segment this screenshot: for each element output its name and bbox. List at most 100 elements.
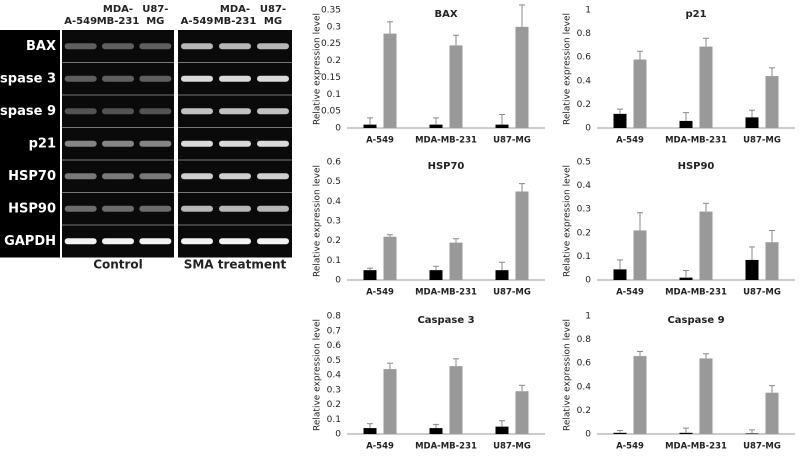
gel-band (139, 140, 172, 147)
bar (633, 356, 647, 434)
bar (765, 76, 779, 128)
chart: Relative expression level 0 0.2 0.4 0.6 0.8 1 p… (563, 6, 795, 146)
x-tick-label: MDA-MB-231 (665, 442, 727, 452)
bar (429, 124, 443, 128)
gel-band (219, 75, 251, 82)
error-bar (499, 261, 505, 271)
gel-row-label: Caspase 3 (0, 71, 56, 86)
chart: Relative expression level 0 0.1 0.2 0.3 0.4 0.… (563, 158, 795, 298)
bar (633, 230, 647, 280)
bar (633, 59, 647, 129)
gel-band (257, 205, 289, 212)
gel-lane-header: MDA- (220, 4, 250, 15)
y-tick-label: 0.6 (577, 359, 592, 369)
y-tick-label: 0.6 (327, 341, 342, 351)
gel-group-label: Control (93, 258, 143, 272)
x-tick-label: U87-MG (493, 136, 531, 146)
x-tick-label: MDA-MB-231 (665, 288, 727, 298)
gel-lane-header: MB-231 (97, 16, 140, 27)
bar (745, 259, 759, 280)
x-tick-label: U87-MG (743, 442, 781, 452)
bar (699, 211, 713, 280)
bar (383, 369, 397, 434)
gel-lane-header: U87- (142, 4, 168, 15)
x-tick-label: U87-MG (743, 136, 781, 146)
bar (679, 432, 693, 434)
gel-band (257, 140, 289, 147)
gel-band (219, 238, 251, 245)
y-tick-label: 0.35 (321, 6, 341, 16)
error-bar (499, 420, 505, 427)
error-bar (519, 183, 525, 192)
x-tick-label: MDA-MB-231 (415, 288, 477, 298)
y-tick-label: 0.1 (327, 256, 341, 266)
y-axis-label: Relative expression level (313, 165, 323, 277)
bar (363, 124, 377, 128)
error-bar (703, 37, 709, 47)
bar (679, 277, 693, 280)
bar (515, 191, 529, 280)
gel-lane-header: U87- (260, 4, 286, 15)
error-bar (387, 21, 393, 34)
bar (679, 120, 693, 128)
y-tick-label: 0.8 (577, 29, 592, 39)
gel-band (64, 205, 97, 212)
y-tick-label: 0.7 (327, 326, 341, 336)
y-axis-label: Relative expression level (563, 319, 573, 431)
gel-band (139, 75, 172, 82)
gel-band (139, 43, 172, 50)
gel-band (64, 238, 97, 245)
y-tick-label: 0 (585, 124, 591, 134)
gel-row-label: Caspase 9 (0, 104, 56, 119)
y-tick-label: 0 (335, 276, 341, 286)
y-axis-label: Relative expression level (563, 165, 573, 277)
gel-band (64, 43, 97, 50)
gel-row-label: GAPDH (4, 234, 56, 249)
y-tick-label: 0.3 (327, 385, 341, 395)
error-bar (637, 50, 643, 60)
gel-band (102, 75, 134, 82)
error-bar (637, 350, 643, 357)
error-bar (617, 108, 623, 114)
error-bar (387, 362, 393, 370)
gel-row-label: p21 (29, 136, 56, 151)
gel-band (102, 238, 134, 245)
gel-band (139, 173, 172, 180)
gel-band (102, 205, 134, 212)
bar (429, 428, 443, 434)
chart: Relative expression level 0 0.1 0.2 0.3 0.4 0.… (313, 312, 545, 452)
error-bar (519, 384, 525, 392)
y-tick-label: 0.15 (321, 73, 341, 83)
bar (363, 428, 377, 434)
y-tick-label: 0.5 (327, 356, 341, 366)
chart: Relative expression level 0 0.1 0.2 0.3 0.4 0.… (313, 158, 545, 298)
y-tick-label: 0.3 (327, 217, 341, 227)
chart: Relative expression level 0 0.05 0.1 0.15 0.2… (313, 4, 545, 146)
gel-band (139, 238, 172, 245)
bar (449, 242, 463, 280)
error-bar (683, 112, 689, 121)
error-bar (703, 353, 709, 359)
chart-title: HSP70 (428, 161, 465, 172)
y-tick-label: 0.25 (321, 39, 341, 49)
gel-lane-header: MB-231 (214, 16, 257, 27)
y-tick-label: 0.2 (327, 400, 341, 410)
y-tick-label: 0.4 (577, 382, 592, 392)
error-bar (453, 358, 459, 367)
error-bar (683, 427, 689, 433)
y-axis-label: Relative expression level (563, 13, 573, 125)
y-tick-label: 0.3 (327, 22, 341, 32)
bar (699, 46, 713, 128)
error-bar (703, 202, 709, 212)
bar (429, 270, 443, 280)
gel-band (64, 108, 97, 115)
gel-band (139, 205, 172, 212)
gel-band (102, 43, 134, 50)
bar (515, 391, 529, 434)
bar (383, 236, 397, 280)
x-tick-label: MDA-MB-231 (415, 136, 477, 146)
error-bar (617, 259, 623, 270)
error-bar (519, 4, 525, 27)
chart-title: HSP90 (678, 161, 715, 172)
x-tick-label: A-549 (366, 288, 394, 298)
